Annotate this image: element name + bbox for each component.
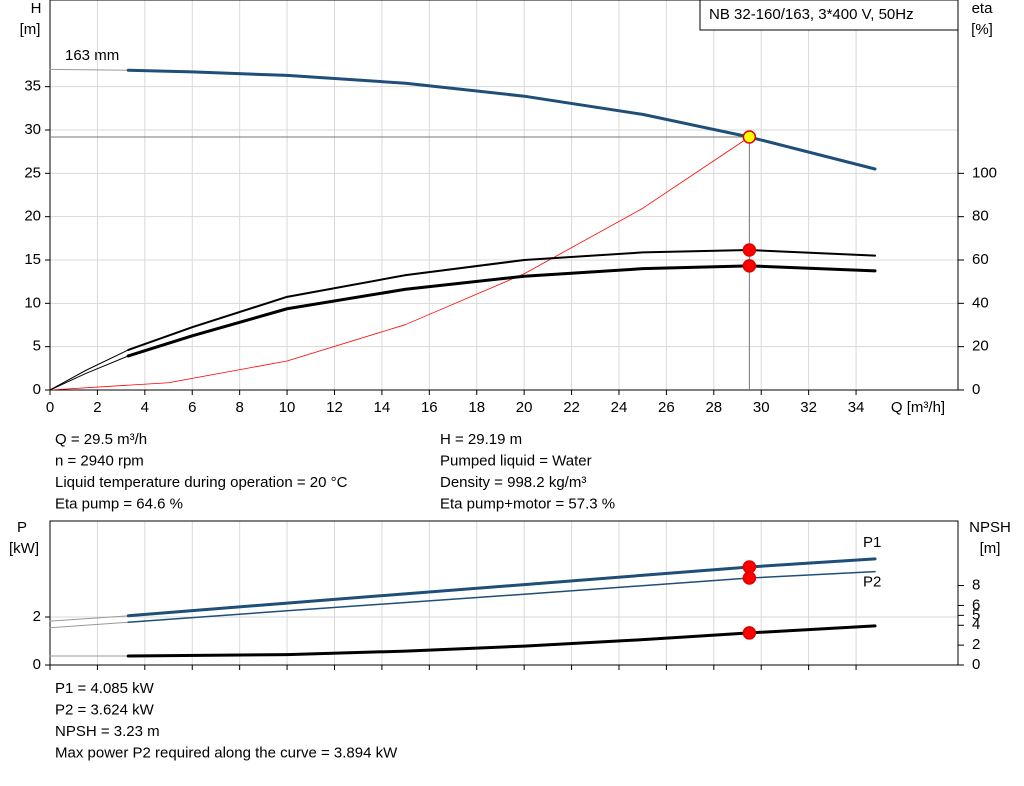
y-tick-label: 20 xyxy=(24,208,41,225)
curve xyxy=(127,249,877,351)
info-line: Eta pump+motor = 57.3 % xyxy=(440,495,615,512)
y-tick-label: 10 xyxy=(24,294,41,311)
x-tick-label: 4 xyxy=(141,399,149,416)
info-line: n = 2940 rpm xyxy=(55,452,144,469)
operating-point xyxy=(742,243,757,257)
y2-tick-label: 0 xyxy=(972,656,980,673)
y2-tick-label: 60 xyxy=(972,251,989,268)
y2-tick-label: 5 xyxy=(972,606,980,623)
y2-tick-label: 4 xyxy=(972,616,980,633)
operating-point xyxy=(742,259,757,273)
y2-tick-label: 20 xyxy=(972,338,989,355)
operating-point xyxy=(742,571,757,585)
info-line: P1 = 4.085 kW xyxy=(55,680,155,697)
y2-tick-label: 100 xyxy=(972,164,997,181)
y2-unit: [m] xyxy=(980,540,1001,557)
x-tick-label: 12 xyxy=(326,399,343,416)
x-tick-label: 32 xyxy=(800,399,817,416)
y-tick-label: 35 xyxy=(24,78,41,95)
curve xyxy=(49,349,129,391)
chart-title: NB 32-160/163, 3*400 V, 50Hz xyxy=(709,6,914,23)
operating-point xyxy=(742,560,757,574)
curve xyxy=(127,570,876,624)
curve xyxy=(49,355,129,391)
info-line: Max power P2 required along the curve = … xyxy=(55,744,398,761)
info-line: NPSH = 3.23 m xyxy=(55,723,160,740)
info-line: Liquid temperature during operation = 20… xyxy=(55,474,348,491)
plot-frame xyxy=(49,0,959,391)
y-tick-label: 30 xyxy=(24,121,41,138)
y2-unit: [%] xyxy=(971,21,993,38)
info-line: Density = 998.2 kg/m³ xyxy=(440,474,586,491)
y-label: H xyxy=(31,0,42,17)
info-line: Pumped liquid = Water xyxy=(440,452,592,469)
x-tick-label: 2 xyxy=(93,399,101,416)
annotation: 163 mm xyxy=(65,47,119,64)
x-label: Q [m³/h] xyxy=(891,399,945,416)
y-unit: [kW] xyxy=(9,540,39,557)
curve xyxy=(126,68,877,171)
x-tick-label: 0 xyxy=(46,399,54,416)
x-tick-label: 22 xyxy=(563,399,580,416)
x-tick-label: 14 xyxy=(374,399,391,416)
x-tick-label: 16 xyxy=(421,399,438,416)
y2-label: eta xyxy=(972,0,994,17)
y-tick-label: 15 xyxy=(24,251,41,268)
info-line: Eta pump = 64.6 % xyxy=(55,495,183,512)
title-box xyxy=(699,0,959,31)
x-tick-label: 8 xyxy=(235,399,243,416)
x-tick-label: 34 xyxy=(848,399,865,416)
operating-point xyxy=(742,130,757,144)
curve xyxy=(49,68,129,71)
y-label: P xyxy=(17,519,27,536)
y2-tick-label: 0 xyxy=(972,381,980,398)
x-tick-label: 20 xyxy=(516,399,533,416)
series-label: P1 xyxy=(863,534,881,551)
info-line: H = 29.19 m xyxy=(440,431,522,448)
y2-tick-label: 40 xyxy=(972,294,989,311)
x-tick-label: 10 xyxy=(279,399,296,416)
y2-tick-label: 2 xyxy=(972,636,980,653)
plot-frame xyxy=(49,520,959,666)
operating-point xyxy=(742,626,757,640)
curve xyxy=(49,621,129,629)
series-label: P2 xyxy=(863,574,881,591)
y-tick-label: 2 xyxy=(33,608,41,625)
y2-label: NPSH xyxy=(969,519,1011,536)
y-tick-label: 0 xyxy=(33,656,41,673)
y2-tick-label: 6 xyxy=(972,596,980,613)
info-line: Q = 29.5 m³/h xyxy=(55,431,147,448)
curve xyxy=(126,264,877,358)
x-tick-label: 6 xyxy=(188,399,196,416)
x-tick-label: 30 xyxy=(753,399,770,416)
y-tick-label: 25 xyxy=(24,164,41,181)
x-tick-label: 24 xyxy=(611,399,628,416)
y-tick-label: 0 xyxy=(33,381,41,398)
y-unit: [m] xyxy=(20,21,41,38)
curve xyxy=(49,136,750,391)
info-line: P2 = 3.624 kW xyxy=(55,701,155,718)
x-tick-label: 26 xyxy=(658,399,675,416)
curve xyxy=(126,557,877,618)
y-tick-label: 5 xyxy=(33,338,41,355)
y2-tick-label: 80 xyxy=(972,208,989,225)
curve xyxy=(49,615,129,622)
x-tick-label: 18 xyxy=(468,399,485,416)
y2-tick-label: 8 xyxy=(972,577,980,594)
x-tick-label: 28 xyxy=(705,399,722,416)
